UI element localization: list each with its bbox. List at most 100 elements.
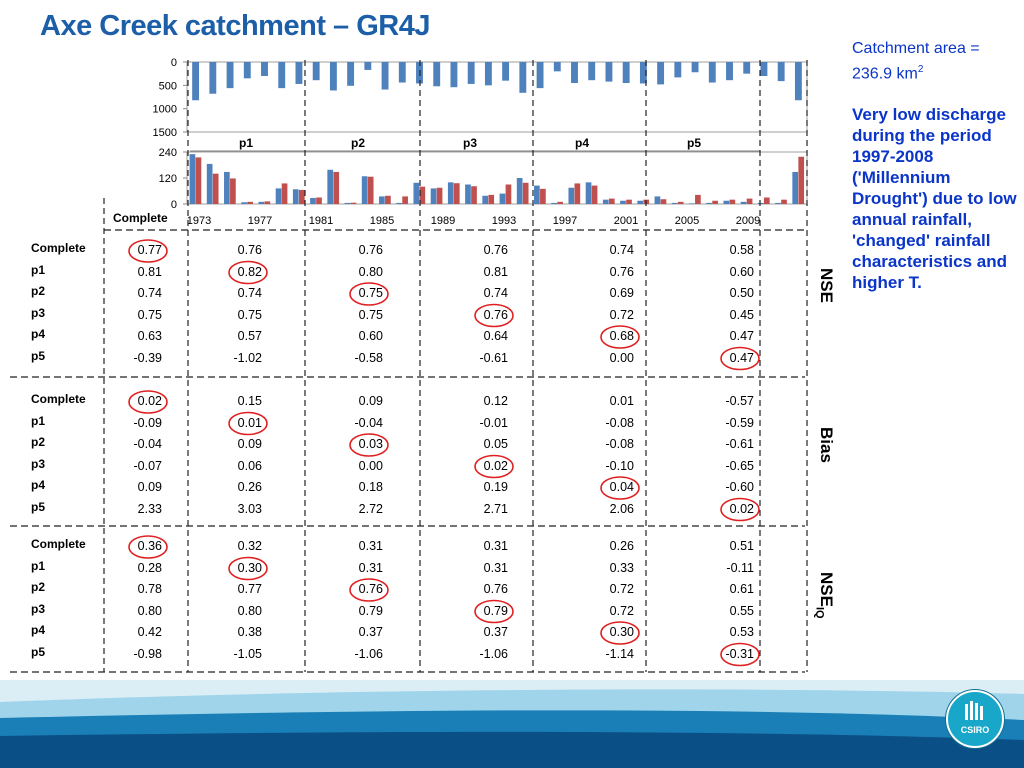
metric-cell: 0.72 [609, 307, 634, 322]
metric-cell: -0.60 [725, 480, 755, 494]
metric-cell: 0.75 [358, 307, 383, 322]
highlight-circle [228, 260, 268, 285]
metric-label: NSEIQ [813, 572, 836, 619]
metric-cell: 0.30 [237, 560, 262, 575]
observed-flow-bar [499, 193, 506, 204]
simulated-flow-bar [350, 202, 357, 204]
observed-flow-bar [792, 171, 799, 204]
rainfall-bar [519, 62, 527, 93]
column-header-complete: Complete [113, 211, 168, 225]
metric-cell: 0.63 [137, 329, 162, 343]
metric-label: Bias [817, 427, 836, 463]
csiro-logo: CSIRO [946, 690, 1004, 748]
metric-cell: 0.69 [609, 286, 634, 300]
observed-flow-bar [706, 202, 712, 204]
simulated-flow-bar [626, 199, 632, 204]
rainfall-bar [278, 62, 286, 89]
highlight-circle [720, 497, 760, 522]
simulated-flow-bar [419, 186, 426, 204]
observed-flow-bar [413, 182, 420, 204]
observed-flow-bar [654, 196, 661, 204]
metric-cell: -0.08 [605, 415, 635, 430]
row-label: Complete [31, 392, 86, 406]
metric-cell: 0.74 [237, 286, 262, 300]
metric-cell: 0.36 [137, 539, 162, 553]
row-label: p5 [31, 499, 46, 514]
highlight-circle [600, 325, 640, 349]
year-tick-label: 1973 [187, 215, 211, 227]
simulated-flow-bar [471, 186, 477, 204]
rainfall-bar [553, 62, 561, 72]
simulated-flow-bar [574, 183, 581, 204]
drought-explanation: Very low discharge during the period 199… [852, 105, 1017, 293]
observed-flow-bar [292, 189, 299, 204]
observed-flow-bar [344, 202, 351, 204]
metric-cell: 0.77 [137, 243, 162, 257]
metric-cell: 0.76 [483, 582, 508, 596]
rainfall-tick-label: 1000 [153, 104, 177, 116]
rainfall-bar [502, 62, 510, 81]
metric-cell: 0.79 [358, 603, 383, 618]
row-label: p2 [31, 284, 46, 298]
metric-cell: 0.09 [358, 394, 383, 408]
rainfall-bar [398, 62, 406, 83]
observed-flow-bar [516, 178, 523, 204]
row-label: p5 [31, 644, 46, 659]
highlight-circle [349, 433, 389, 457]
row-label: Complete [31, 241, 86, 255]
metric-cell: 0.02 [137, 394, 162, 408]
simulated-flow-bar [746, 198, 753, 204]
metric-cell: -1.05 [233, 646, 263, 661]
metric-cell: -0.39 [133, 350, 163, 365]
simulated-flow-bar [660, 199, 667, 204]
observed-flow-bar [585, 182, 592, 204]
metric-cell: 0.61 [729, 582, 754, 596]
simulated-flow-bar [367, 176, 374, 204]
metric-cell: 0.81 [137, 264, 162, 279]
observed-flow-bar [568, 187, 575, 204]
rainfall-bar [312, 62, 320, 81]
metric-cell: 0.78 [137, 582, 162, 596]
highlight-circle [600, 621, 640, 645]
metric-cell: 0.47 [729, 350, 754, 365]
simulated-flow-bar [488, 194, 495, 204]
metric-cell: 0.03 [358, 437, 383, 451]
simulated-flow-bar [695, 194, 701, 204]
metric-cell: 0.76 [609, 264, 634, 279]
metric-cell: -1.02 [233, 350, 263, 365]
observed-flow-bar [534, 185, 540, 204]
simulated-flow-bar [453, 183, 460, 204]
metric-cell: -1.14 [605, 646, 635, 661]
row-label: p1 [31, 558, 46, 573]
rainfall-bar [295, 62, 303, 84]
highlight-circle [474, 454, 514, 479]
metric-cell: 0.31 [483, 560, 508, 575]
metric-cell: 2.72 [358, 501, 383, 516]
metric-cell: 0.72 [609, 603, 634, 618]
metric-cell: 0.76 [358, 582, 383, 596]
rainfall-bar [261, 62, 268, 76]
metric-cell: -1.06 [354, 646, 384, 661]
metric-cell: 0.01 [237, 415, 262, 430]
metric-cell: 0.53 [729, 625, 754, 639]
metric-cell: 2.33 [137, 501, 162, 516]
rainfall-bar [381, 62, 389, 90]
metric-cell: 0.18 [358, 480, 383, 494]
rainfall-bar [433, 62, 441, 87]
rainfall-bar [329, 62, 337, 91]
metric-cell: 0.76 [483, 307, 508, 322]
row-label: p4 [31, 478, 46, 492]
row-label: p3 [31, 456, 46, 471]
metric-cell: 0.81 [483, 264, 508, 279]
observed-flow-bar [465, 184, 471, 204]
observed-flow-bar [379, 196, 385, 204]
metric-cell: 0.33 [609, 560, 634, 575]
rainfall-bar [209, 62, 217, 94]
highlight-circle [600, 476, 640, 500]
metric-cell: 0.60 [729, 264, 754, 279]
rainfall-bar [794, 62, 802, 101]
metric-cell: -0.04 [133, 437, 163, 451]
period-label: p4 [575, 136, 589, 150]
metric-cell: -1.06 [479, 646, 509, 661]
